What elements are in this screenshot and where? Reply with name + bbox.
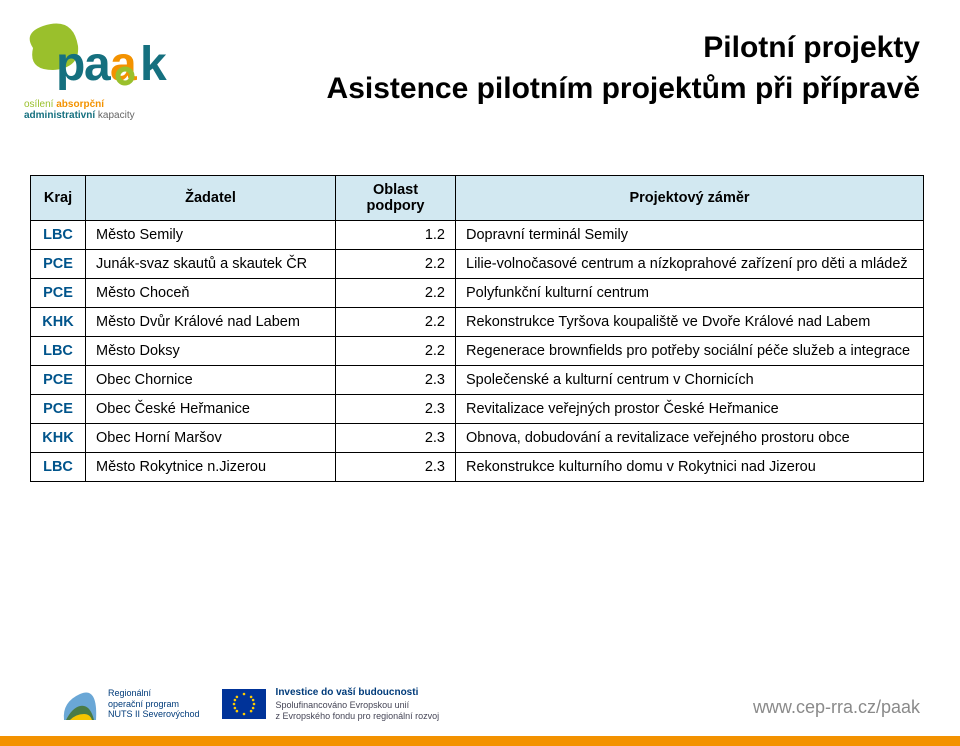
cell-zadatel: Město Dvůr Králové nad Labem (86, 308, 336, 337)
projects-table: Kraj Žadatel Oblast podpory Projektový z… (30, 175, 924, 482)
cell-zadatel: Obec České Heřmanice (86, 395, 336, 424)
cell-zadatel: Město Choceň (86, 279, 336, 308)
rop-text: Regionální operační program NUTS II Seve… (108, 688, 200, 719)
table-row: PCEMěsto Choceň2.2Polyfunkční kulturní c… (31, 279, 924, 308)
cell-oblast: 2.2 (336, 250, 456, 279)
svg-text:a: a (84, 38, 111, 91)
title-line-2: Asistence pilotním projektům při příprav… (327, 69, 920, 110)
cell-oblast: 2.2 (336, 337, 456, 366)
rop-logo-icon (60, 684, 100, 724)
tagline-word: osílení (24, 99, 53, 110)
col-header-oblast: Oblast podpory (336, 176, 456, 221)
cell-oblast: 2.3 (336, 395, 456, 424)
cell-zadatel: Junák-svaz skautů a skautek ČR (86, 250, 336, 279)
table-row: PCEJunák-svaz skautů a skautek ČR2.2Lili… (31, 250, 924, 279)
eu-heading: Investice do vaší budoucnosti (276, 687, 440, 699)
table-header-row: Kraj Žadatel Oblast podpory Projektový z… (31, 176, 924, 221)
cell-oblast: 2.3 (336, 366, 456, 395)
cell-kraj: KHK (31, 424, 86, 453)
footer-logos: Regionální operační program NUTS II Seve… (60, 684, 439, 724)
footer-orange-bar (0, 736, 960, 746)
rop-logo-block: Regionální operační program NUTS II Seve… (60, 684, 200, 724)
cell-projekt: Rekonstrukce Tyršova koupaliště ve Dvoře… (456, 308, 924, 337)
cell-projekt: Lilie-volnočasové centrum a nízkoprahové… (456, 250, 924, 279)
tagline-word: administrativní (24, 110, 95, 121)
header: p a a k osílení absorpční administrativn… (0, 0, 960, 175)
cell-kraj: PCE (31, 366, 86, 395)
cell-kraj: PCE (31, 250, 86, 279)
cell-projekt: Revitalizace veřejných prostor České Heř… (456, 395, 924, 424)
cell-projekt: Společenské a kulturní centrum v Chornic… (456, 366, 924, 395)
eu-flag-icon (222, 689, 266, 719)
table-row: KHKObec Horní Maršov2.3Obnova, dobudován… (31, 424, 924, 453)
cell-oblast: 2.2 (336, 308, 456, 337)
cell-kraj: PCE (31, 395, 86, 424)
cell-projekt: Rekonstrukce kulturního domu v Rokytnici… (456, 453, 924, 482)
cell-zadatel: Město Semily (86, 221, 336, 250)
col-header-projekt: Projektový záměr (456, 176, 924, 221)
cell-kraj: PCE (31, 279, 86, 308)
cell-zadatel: Město Doksy (86, 337, 336, 366)
svg-text:k: k (140, 38, 167, 91)
col-header-kraj: Kraj (31, 176, 86, 221)
cell-oblast: 2.3 (336, 453, 456, 482)
eu-sub1: Spolufinancováno Evropskou unií (276, 700, 410, 710)
logo-paak: p a a k osílení absorpční administrativn… (18, 18, 188, 121)
tagline-word: kapacity (98, 110, 135, 121)
cell-projekt: Dopravní terminál Semily (456, 221, 924, 250)
table-row: LBCMěsto Rokytnice n.Jizerou2.3Rekonstru… (31, 453, 924, 482)
cell-zadatel: Město Rokytnice n.Jizerou (86, 453, 336, 482)
cell-oblast: 1.2 (336, 221, 456, 250)
eu-sub2: z Evropského fondu pro regionální rozvoj (276, 711, 440, 721)
table-row: KHKMěsto Dvůr Králové nad Labem2.2Rekons… (31, 308, 924, 337)
table-row: PCEObec České Heřmanice2.3Revitalizace v… (31, 395, 924, 424)
cell-projekt: Obnova, dobudování a revitalizace veřejn… (456, 424, 924, 453)
col-header-zadatel: Žadatel (86, 176, 336, 221)
cell-oblast: 2.3 (336, 424, 456, 453)
table-row: PCEObec Chornice2.3Společenské a kulturn… (31, 366, 924, 395)
cell-zadatel: Obec Chornice (86, 366, 336, 395)
eu-logo-block: Investice do vaší budoucnosti Spolufinan… (222, 687, 440, 721)
table-row: LBCMěsto Semily1.2Dopravní terminál Semi… (31, 221, 924, 250)
footer-url: www.cep-rra.cz/paak (753, 697, 920, 718)
projects-table-container: Kraj Žadatel Oblast podpory Projektový z… (0, 175, 960, 482)
cell-kraj: LBC (31, 453, 86, 482)
footer: Regionální operační program NUTS II Seve… (0, 651, 960, 746)
eu-text: Investice do vaší budoucnosti Spolufinan… (276, 687, 440, 721)
svg-text:p: p (56, 38, 85, 91)
page-title: Pilotní projekty Asistence pilotním proj… (327, 28, 920, 109)
cell-projekt: Regenerace brownfields pro potřeby sociá… (456, 337, 924, 366)
cell-projekt: Polyfunkční kulturní centrum (456, 279, 924, 308)
cell-kraj: KHK (31, 308, 86, 337)
table-row: LBCMěsto Doksy2.2Regenerace brownfields … (31, 337, 924, 366)
title-line-1: Pilotní projekty (327, 28, 920, 69)
tagline-word: absorpční (56, 99, 104, 110)
cell-kraj: LBC (31, 337, 86, 366)
cell-oblast: 2.2 (336, 279, 456, 308)
table-body: LBCMěsto Semily1.2Dopravní terminál Semi… (31, 221, 924, 482)
cell-zadatel: Obec Horní Maršov (86, 424, 336, 453)
cell-kraj: LBC (31, 221, 86, 250)
